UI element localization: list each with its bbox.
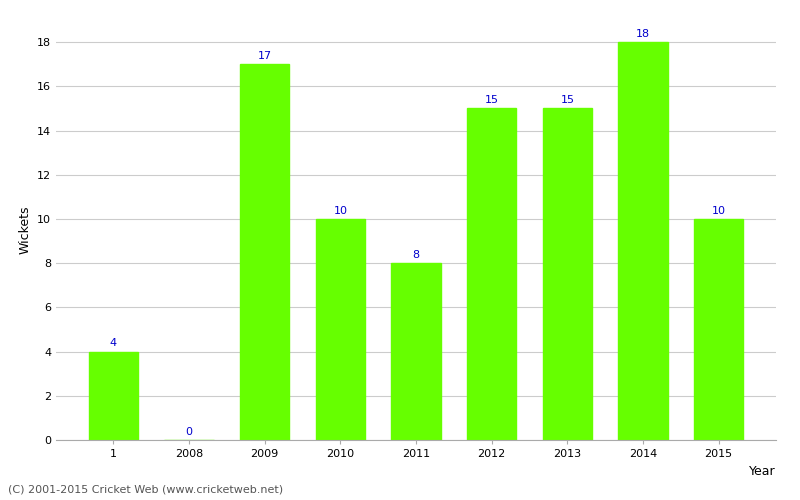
Bar [467, 108, 516, 440]
Text: 17: 17 [258, 51, 272, 61]
Bar [618, 42, 668, 440]
Text: 18: 18 [636, 29, 650, 39]
Bar [391, 263, 441, 440]
Bar [694, 219, 743, 440]
Text: 8: 8 [413, 250, 419, 260]
Text: 4: 4 [110, 338, 117, 348]
Bar [316, 219, 365, 440]
Bar [240, 64, 290, 440]
Bar [542, 108, 592, 440]
Text: 15: 15 [560, 95, 574, 105]
X-axis label: Year: Year [750, 465, 776, 478]
Bar [89, 352, 138, 440]
Text: 10: 10 [712, 206, 726, 216]
Text: 0: 0 [186, 426, 193, 436]
Text: (C) 2001-2015 Cricket Web (www.cricketweb.net): (C) 2001-2015 Cricket Web (www.cricketwe… [8, 485, 283, 495]
Text: 10: 10 [334, 206, 347, 216]
Y-axis label: Wickets: Wickets [18, 206, 31, 254]
Text: 15: 15 [485, 95, 498, 105]
